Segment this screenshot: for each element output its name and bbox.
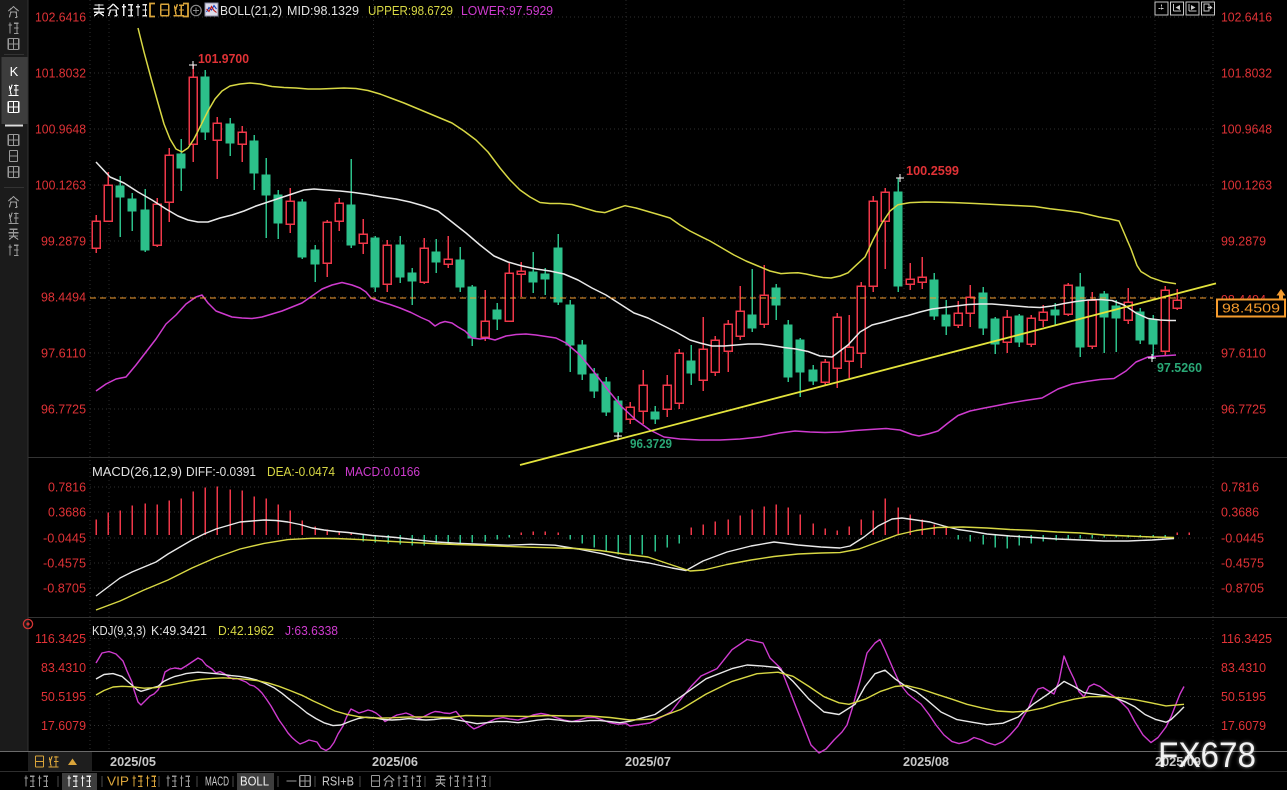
svg-text:-0.8705: -0.8705 bbox=[1221, 582, 1264, 596]
svg-text:83.4310: 83.4310 bbox=[41, 661, 86, 675]
svg-text:2025/06: 2025/06 bbox=[372, 755, 418, 769]
svg-text:RSI+B: RSI+B bbox=[322, 775, 354, 789]
svg-text:98.4509: 98.4509 bbox=[1222, 301, 1280, 316]
svg-text:FX678: FX678 bbox=[1158, 736, 1256, 775]
svg-text:0.3686: 0.3686 bbox=[1221, 506, 1259, 520]
svg-text:-0.4575: -0.4575 bbox=[1221, 557, 1264, 571]
svg-text:J:63.6338: J:63.6338 bbox=[285, 623, 338, 638]
svg-text:LOWER:97.5929: LOWER:97.5929 bbox=[461, 3, 553, 18]
svg-text:MACD: MACD bbox=[205, 775, 229, 789]
svg-text:100.1263: 100.1263 bbox=[1221, 179, 1272, 193]
svg-text:KDJ(9,3,3): KDJ(9,3,3) bbox=[92, 623, 146, 638]
svg-text:50.5195: 50.5195 bbox=[1221, 690, 1266, 704]
svg-text:96.3729: 96.3729 bbox=[630, 437, 672, 451]
svg-text:116.3425: 116.3425 bbox=[1221, 632, 1272, 646]
svg-text:99.2879: 99.2879 bbox=[1221, 235, 1266, 249]
svg-text:-0.4575: -0.4575 bbox=[43, 557, 86, 571]
svg-text:101.8032: 101.8032 bbox=[35, 67, 86, 81]
svg-text:102.6416: 102.6416 bbox=[1221, 11, 1272, 25]
svg-text:17.6079: 17.6079 bbox=[41, 719, 86, 733]
svg-text:97.5260: 97.5260 bbox=[1157, 361, 1202, 375]
svg-text:17.6079: 17.6079 bbox=[1221, 719, 1266, 733]
svg-text:0.3686: 0.3686 bbox=[48, 506, 86, 520]
svg-text:MACD(26,12,9): MACD(26,12,9) bbox=[92, 464, 182, 479]
svg-text:UPPER:98.6729: UPPER:98.6729 bbox=[368, 3, 453, 18]
svg-text:-0.0445: -0.0445 bbox=[43, 532, 86, 546]
svg-text:102.6416: 102.6416 bbox=[35, 11, 86, 25]
svg-text:VIP: VIP bbox=[107, 774, 129, 789]
svg-text:50.5195: 50.5195 bbox=[41, 690, 86, 704]
svg-text:99.2879: 99.2879 bbox=[41, 235, 86, 249]
svg-text:98.4494: 98.4494 bbox=[41, 291, 86, 305]
svg-text:0.7816: 0.7816 bbox=[1221, 481, 1259, 495]
svg-text:-0.8705: -0.8705 bbox=[43, 582, 86, 596]
svg-text:0.7816: 0.7816 bbox=[48, 481, 86, 495]
svg-text:100.2599: 100.2599 bbox=[906, 164, 959, 178]
svg-text:-0.0445: -0.0445 bbox=[1221, 532, 1264, 546]
svg-text:100.1263: 100.1263 bbox=[35, 179, 86, 193]
svg-text:K: K bbox=[10, 64, 19, 79]
svg-text:96.7725: 96.7725 bbox=[1221, 403, 1266, 417]
svg-text:97.6110: 97.6110 bbox=[1221, 347, 1266, 361]
svg-text:100.9648: 100.9648 bbox=[35, 123, 86, 137]
svg-text:MID:98.1329: MID:98.1329 bbox=[287, 3, 359, 18]
svg-text:K:49.3421: K:49.3421 bbox=[151, 623, 207, 638]
svg-text:DEA:-0.0474: DEA:-0.0474 bbox=[267, 464, 335, 479]
svg-text:BOLL(21,2): BOLL(21,2) bbox=[220, 3, 282, 18]
svg-text:116.3425: 116.3425 bbox=[35, 632, 86, 646]
svg-text:83.4310: 83.4310 bbox=[1221, 661, 1266, 675]
svg-text:97.6110: 97.6110 bbox=[41, 347, 86, 361]
svg-text:100.9648: 100.9648 bbox=[1221, 123, 1272, 137]
svg-text:MACD:0.0166: MACD:0.0166 bbox=[345, 464, 420, 479]
svg-text:2025/09: 2025/09 bbox=[1155, 755, 1201, 769]
svg-text:2025/07: 2025/07 bbox=[625, 755, 671, 769]
svg-text:96.7725: 96.7725 bbox=[41, 403, 86, 417]
svg-text:2025/08: 2025/08 bbox=[903, 755, 949, 769]
svg-text:101.9700: 101.9700 bbox=[198, 52, 249, 66]
svg-text:DIFF:-0.0391: DIFF:-0.0391 bbox=[186, 464, 256, 479]
svg-text:D:42.1962: D:42.1962 bbox=[218, 623, 274, 638]
svg-text:BOLL: BOLL bbox=[240, 775, 269, 789]
svg-text:2025/05: 2025/05 bbox=[110, 755, 156, 769]
svg-text:101.8032: 101.8032 bbox=[1221, 67, 1272, 81]
